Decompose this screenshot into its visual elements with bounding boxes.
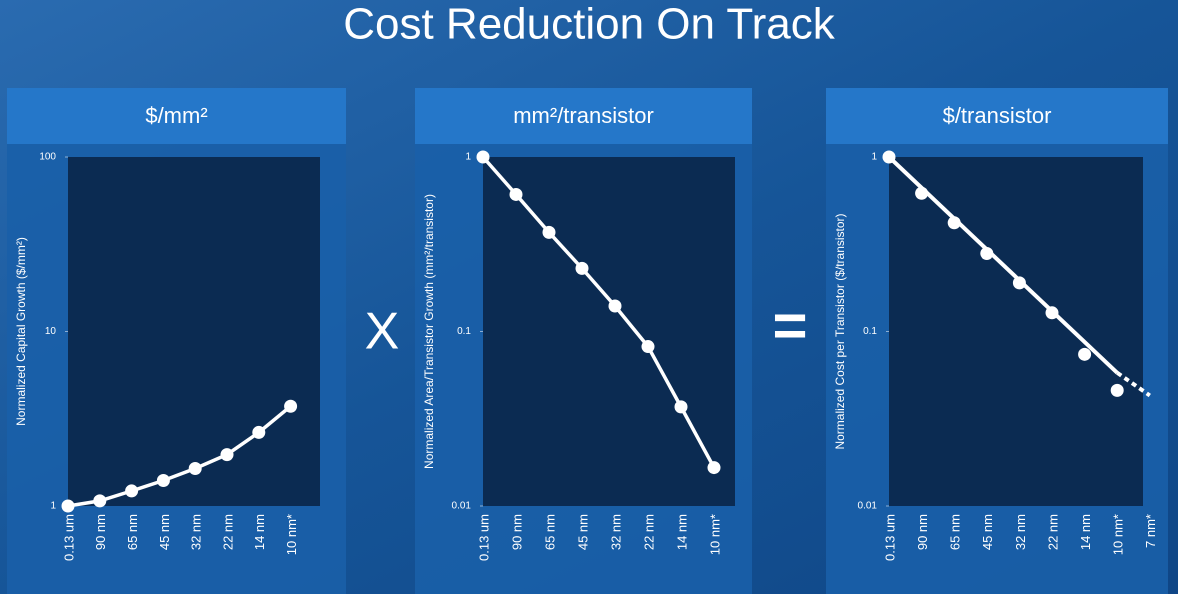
x-tick-label: 10 nm* <box>707 514 722 555</box>
y-axis-label: Normalized Cost per Transistor ($/transi… <box>833 213 847 449</box>
plot-area <box>483 157 735 506</box>
x-tick-label: 45 nm <box>575 514 590 550</box>
data-point <box>61 499 75 513</box>
panel-header <box>415 88 752 144</box>
y-tick-label: 0.01 <box>858 501 878 512</box>
x-tick-label: 65 nm <box>125 514 140 550</box>
operator: = <box>772 292 807 359</box>
x-tick-label: 10 nm* <box>284 514 299 555</box>
x-tick-label: 14 nm <box>674 514 689 550</box>
y-tick-label: 0.01 <box>452 501 472 512</box>
y-tick-label: 1 <box>50 501 56 512</box>
data-point <box>284 399 298 413</box>
chart-title: $/mm² <box>145 103 207 128</box>
y-axis-label: Normalized Area/Transistor Growth (mm²/t… <box>422 194 436 469</box>
x-tick-label: 45 nm <box>157 514 172 550</box>
x-tick-label: 32 nm <box>608 514 623 550</box>
x-tick-label: 14 nm <box>1078 514 1093 550</box>
slide-title: Cost Reduction On Track <box>343 0 836 49</box>
data-point <box>93 494 107 508</box>
x-tick-label: 32 nm <box>189 514 204 550</box>
x-tick-label: 0.13 um <box>882 514 897 561</box>
y-tick-label: 100 <box>39 152 56 163</box>
x-tick-label: 45 nm <box>980 514 995 550</box>
x-tick-label: 7 nm* <box>1143 514 1158 548</box>
x-tick-label: 65 nm <box>948 514 963 550</box>
chart-title: mm²/transistor <box>513 103 654 128</box>
data-point <box>156 474 170 488</box>
trend-extension <box>1116 371 1151 398</box>
chart-title: $/transistor <box>943 103 1052 128</box>
data-point <box>575 261 589 275</box>
data-point <box>220 448 234 462</box>
x-tick-label: 22 nm <box>1045 514 1060 550</box>
trend-line <box>887 155 1119 375</box>
x-tick-label: 0.13 um <box>476 514 491 561</box>
x-tick-label: 22 nm <box>220 514 235 550</box>
x-tick-label: 10 nm* <box>1111 514 1126 555</box>
y-tick-label: 1 <box>871 152 877 163</box>
data-point <box>125 484 139 498</box>
plot-area <box>68 157 320 506</box>
y-tick-label: 1 <box>465 152 471 163</box>
panel-header <box>826 88 1168 144</box>
x-tick-label: 65 nm <box>542 514 557 550</box>
x-tick-label: 90 nm <box>509 514 524 550</box>
series-line <box>481 155 716 469</box>
data-point <box>542 225 556 239</box>
data-point <box>1110 383 1124 397</box>
data-point <box>641 340 655 354</box>
data-point <box>1078 347 1092 361</box>
data-point <box>707 461 721 475</box>
data-point <box>252 425 266 439</box>
x-tick-label: 14 nm <box>252 514 267 550</box>
data-point <box>608 299 622 313</box>
data-point <box>476 150 490 164</box>
x-tick-label: 90 nm <box>93 514 108 550</box>
data-point <box>509 187 523 201</box>
data-point <box>188 462 202 476</box>
x-tick-label: 22 nm <box>641 514 656 550</box>
y-tick-label: 10 <box>45 326 57 337</box>
x-tick-label: 90 nm <box>915 514 930 550</box>
panel-header <box>7 88 346 144</box>
y-tick-label: 0.1 <box>863 326 877 337</box>
y-tick-label: 0.1 <box>457 326 471 337</box>
plot-area <box>889 157 1143 506</box>
y-axis-label: Normalized Capital Growth ($/mm²) <box>14 237 28 426</box>
operator: X <box>365 303 400 361</box>
data-point <box>674 400 688 414</box>
x-tick-label: 0.13 um <box>61 514 76 561</box>
x-tick-label: 32 nm <box>1013 514 1028 550</box>
